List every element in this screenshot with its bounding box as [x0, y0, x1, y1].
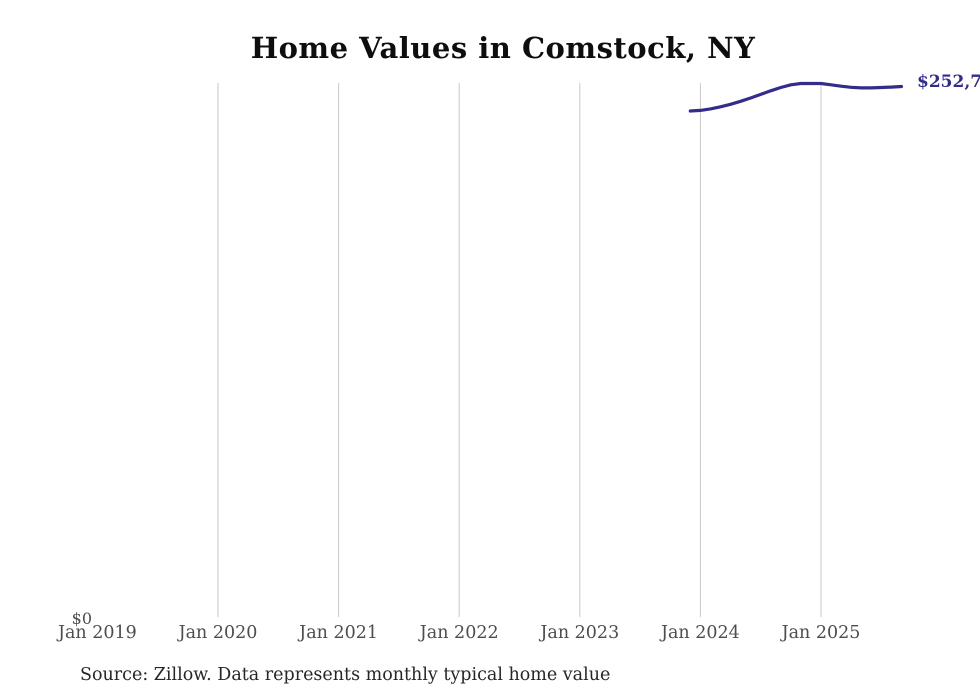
x-axis-tick-label: Jan 2023 — [540, 623, 620, 643]
x-axis-tick-label: Jan 2021 — [299, 623, 379, 643]
x-axis-labels: Jan 2019 Jan 2020 Jan 2021 Jan 2022 Jan 2023… — [0, 623, 980, 647]
series-end-value-label: $252,77 — [917, 72, 980, 92]
home-value-line — [688, 81, 904, 113]
chart-title: Home Values in Comstock, NY — [250, 31, 756, 65]
x-axis-tick-label: Jan 2024 — [660, 623, 740, 643]
x-axis-tick-label: Jan 2022 — [419, 623, 499, 643]
x-axis-tick-label: Jan 2020 — [178, 623, 258, 643]
x-axis-tick-label: Jan 2025 — [781, 623, 861, 643]
source-note: Source: Zillow. Data represents monthly … — [80, 665, 611, 685]
x-axis-tick-label: Jan 2019 — [57, 623, 137, 643]
y-axis-zero-label: $0 — [71, 609, 92, 628]
